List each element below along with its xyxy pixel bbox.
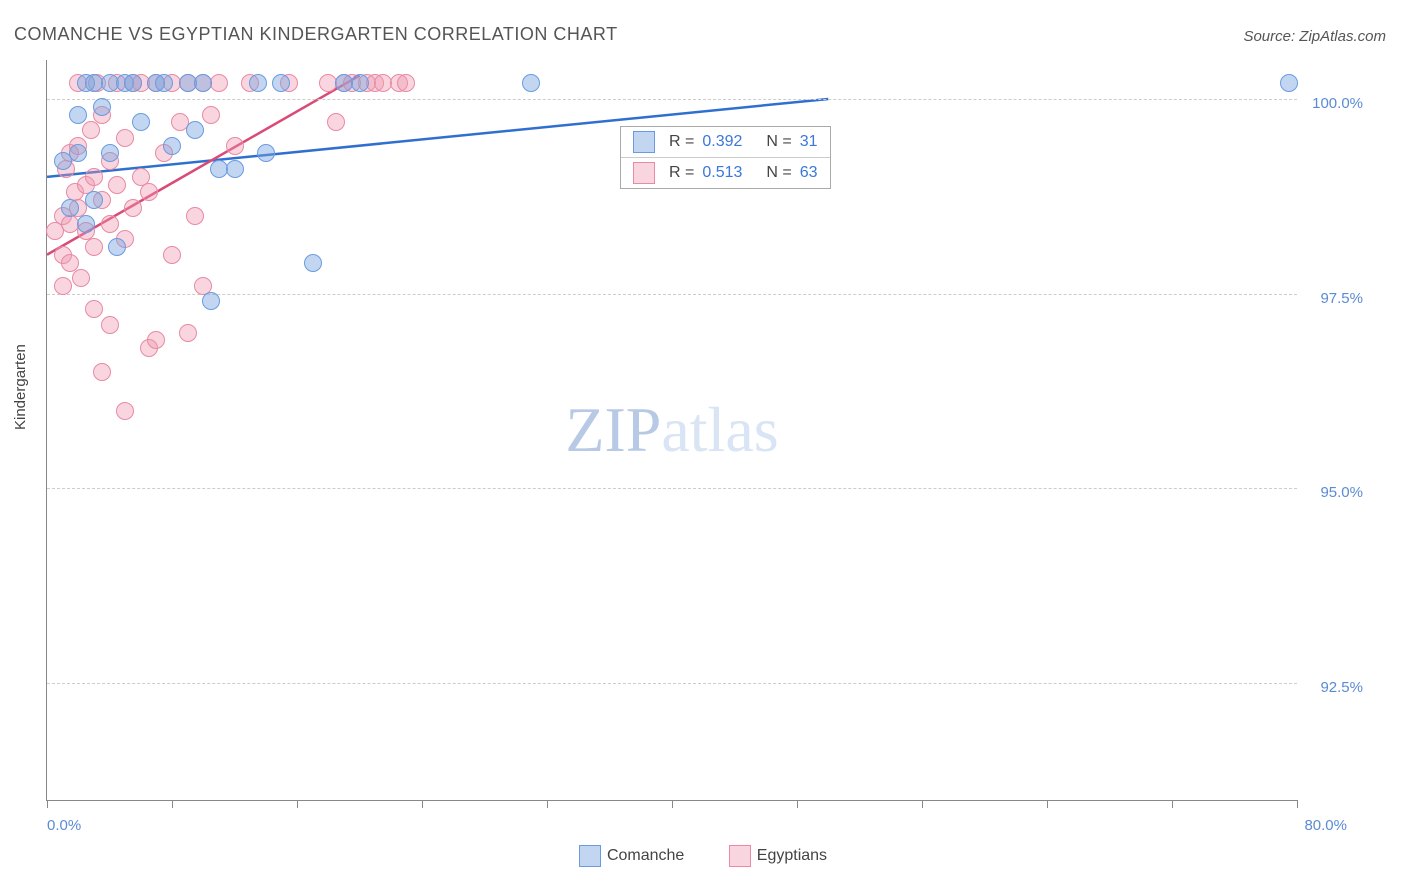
point-comanche [304, 254, 322, 272]
gridline-h [47, 683, 1297, 684]
r-value-a: 0.392 [702, 133, 742, 151]
x-tick [47, 800, 48, 808]
y-tick-label: 97.5% [1320, 290, 1363, 307]
y-tick-label: 100.0% [1312, 95, 1363, 112]
x-tick-label: 80.0% [1304, 817, 1347, 834]
point-comanche [257, 144, 275, 162]
point-egyptian [140, 183, 158, 201]
point-comanche [155, 74, 173, 92]
point-egyptian [226, 137, 244, 155]
point-comanche [132, 113, 150, 131]
point-egyptian [179, 324, 197, 342]
n-value-a: 31 [800, 133, 818, 151]
r-value-b: 0.513 [702, 164, 742, 182]
watermark-zip: ZIP [565, 394, 661, 465]
point-egyptian [101, 316, 119, 334]
chart-container: COMANCHE VS EGYPTIAN KINDERGARTEN CORREL… [0, 0, 1406, 892]
stats-row-egyptian: R = 0.513 N = 63 [621, 157, 830, 188]
point-egyptian [210, 74, 228, 92]
point-comanche [69, 106, 87, 124]
n-label-a: N = [766, 133, 791, 151]
x-tick [1047, 800, 1048, 808]
point-egyptian [186, 207, 204, 225]
legend-label-egyptian: Egyptians [757, 847, 827, 865]
point-egyptian [116, 402, 134, 420]
point-egyptian [108, 176, 126, 194]
point-egyptian [202, 106, 220, 124]
point-egyptian [85, 300, 103, 318]
point-comanche [93, 98, 111, 116]
watermark: ZIPatlas [565, 393, 778, 467]
legend-swatch-comanche-bottom [579, 845, 601, 867]
point-comanche [85, 191, 103, 209]
point-comanche [61, 199, 79, 217]
x-tick [297, 800, 298, 808]
gridline-h [47, 99, 1297, 100]
point-egyptian [101, 215, 119, 233]
legend-swatch-comanche [633, 131, 655, 153]
legend-label-comanche: Comanche [607, 847, 684, 865]
point-egyptian [147, 331, 165, 349]
point-egyptian [85, 168, 103, 186]
point-egyptian [116, 129, 134, 147]
point-comanche [69, 144, 87, 162]
y-axis-title: Kindergarten [12, 344, 29, 430]
y-tick-label: 92.5% [1320, 679, 1363, 696]
point-comanche [108, 238, 126, 256]
point-comanche [194, 74, 212, 92]
legend-item-comanche: Comanche [579, 845, 684, 867]
n-value-b: 63 [800, 164, 818, 182]
point-comanche [124, 74, 142, 92]
chart-title: COMANCHE VS EGYPTIAN KINDERGARTEN CORREL… [14, 24, 618, 45]
x-tick [1297, 800, 1298, 808]
point-egyptian [54, 277, 72, 295]
gridline-h [47, 488, 1297, 489]
x-tick [922, 800, 923, 808]
point-comanche [226, 160, 244, 178]
point-comanche [522, 74, 540, 92]
r-label-a: R = [669, 133, 694, 151]
point-egyptian [61, 254, 79, 272]
point-egyptian [163, 246, 181, 264]
point-egyptian [397, 74, 415, 92]
point-comanche [186, 121, 204, 139]
plot-area: ZIPatlas R = 0.392 N = 31 R = 0.513 N = … [46, 60, 1297, 801]
point-egyptian [93, 363, 111, 381]
watermark-atlas: atlas [661, 394, 778, 465]
point-comanche [272, 74, 290, 92]
point-comanche [101, 144, 119, 162]
point-comanche [351, 74, 369, 92]
x-tick [172, 800, 173, 808]
stats-row-comanche: R = 0.392 N = 31 [621, 127, 830, 157]
point-egyptian [327, 113, 345, 131]
point-comanche [77, 215, 95, 233]
r-label-b: R = [669, 164, 694, 182]
bottom-legend: Comanche Egyptians [0, 845, 1406, 872]
x-tick [422, 800, 423, 808]
legend-swatch-egyptian-bottom [729, 845, 751, 867]
point-egyptian [72, 269, 90, 287]
point-egyptian [85, 238, 103, 256]
n-label-b: N = [766, 164, 791, 182]
legend-item-egyptian: Egyptians [729, 845, 827, 867]
point-comanche [163, 137, 181, 155]
point-comanche [202, 292, 220, 310]
source-label: Source: ZipAtlas.com [1243, 28, 1386, 45]
legend-swatch-egyptian [633, 162, 655, 184]
point-egyptian [124, 199, 142, 217]
stats-box: R = 0.392 N = 31 R = 0.513 N = 63 [620, 126, 831, 189]
x-tick [672, 800, 673, 808]
point-egyptian [82, 121, 100, 139]
x-tick-label: 0.0% [47, 817, 81, 834]
x-tick [1172, 800, 1173, 808]
x-tick [547, 800, 548, 808]
gridline-h [47, 294, 1297, 295]
y-tick-label: 95.0% [1320, 484, 1363, 501]
x-tick [797, 800, 798, 808]
point-comanche [1280, 74, 1298, 92]
point-comanche [249, 74, 267, 92]
